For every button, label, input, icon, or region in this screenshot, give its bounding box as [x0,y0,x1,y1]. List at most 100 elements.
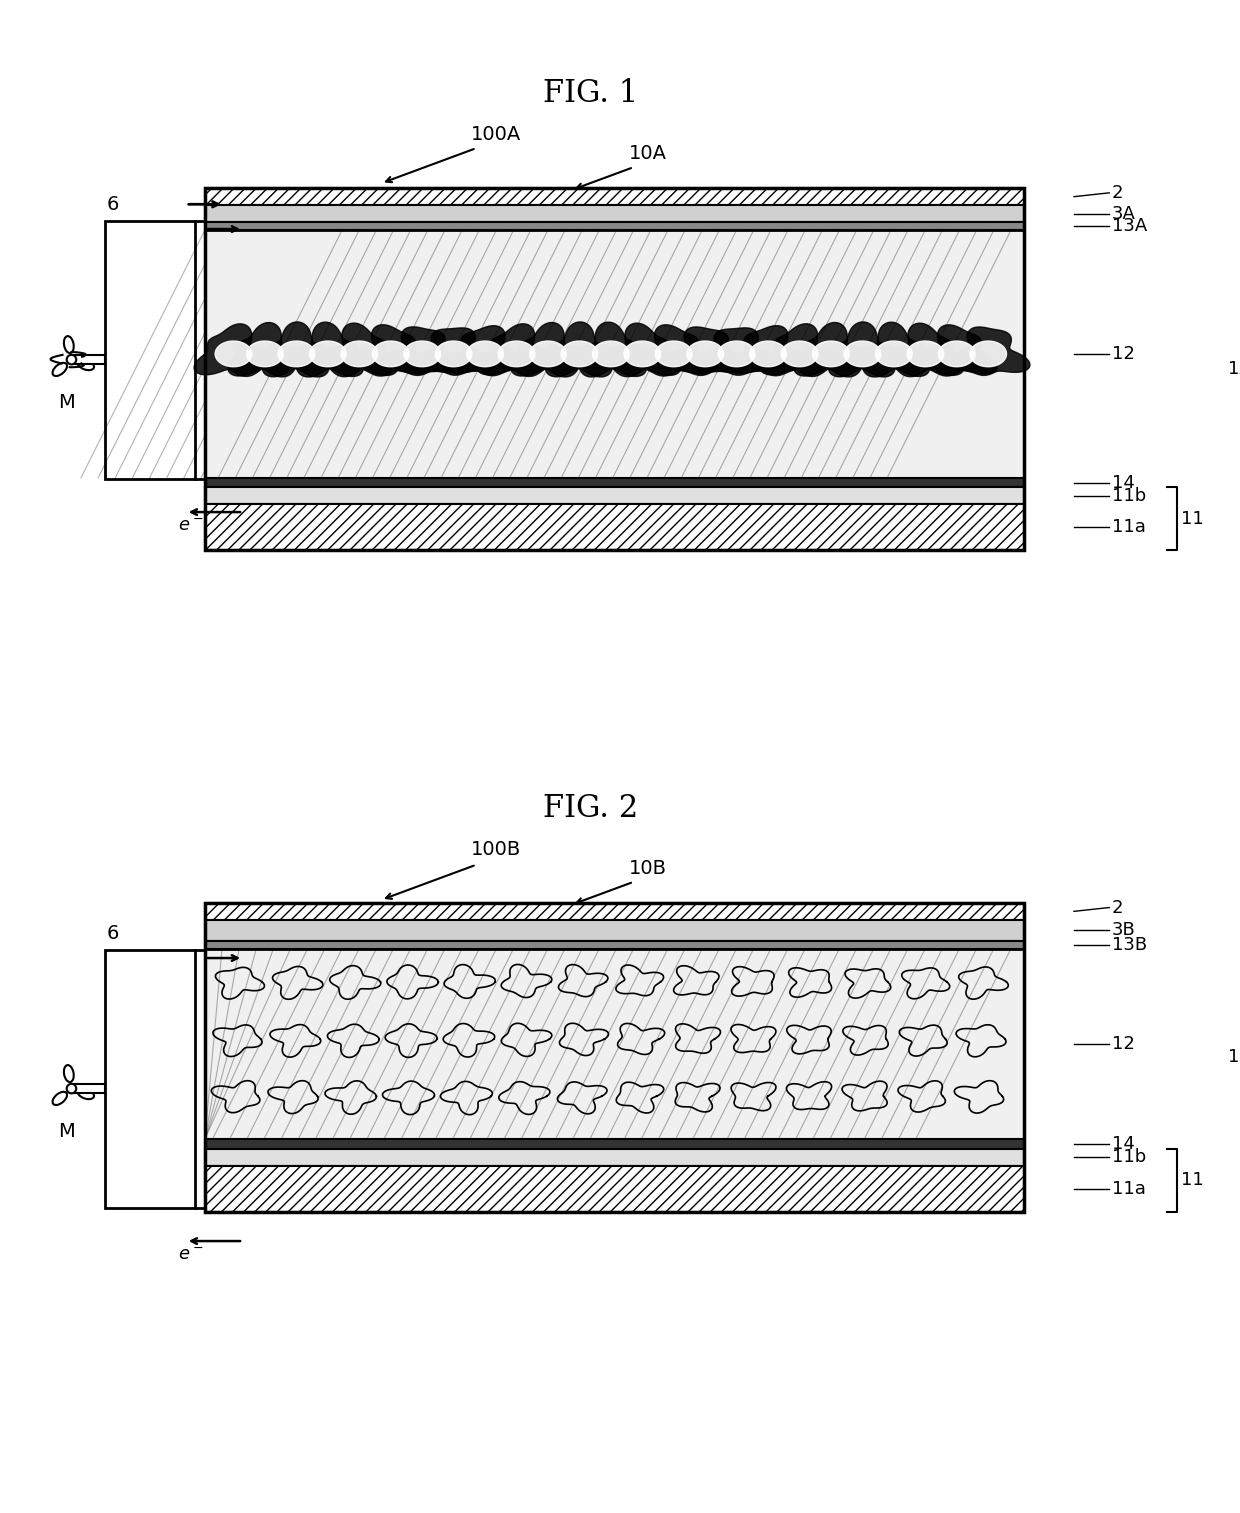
Ellipse shape [78,360,94,371]
Polygon shape [546,322,614,377]
Polygon shape [444,325,526,375]
Text: 1A: 1A [1229,360,1240,378]
Polygon shape [687,340,723,366]
Text: 11b: 11b [1112,487,1146,505]
Polygon shape [228,322,303,377]
Polygon shape [193,324,273,377]
Polygon shape [656,340,692,366]
Polygon shape [939,340,975,366]
Polygon shape [498,340,534,366]
Bar [72,1083,105,1094]
Text: 10A: 10A [629,145,667,163]
Text: 3B: 3B [1112,921,1136,940]
Polygon shape [781,340,818,366]
Polygon shape [887,324,963,377]
Bar [205,1139,1024,1148]
Polygon shape [310,340,346,366]
Polygon shape [321,324,398,377]
Ellipse shape [64,336,73,353]
Polygon shape [529,340,567,366]
Polygon shape [404,340,440,366]
Bar [205,188,1024,206]
Polygon shape [511,322,585,377]
Text: 11a: 11a [1112,519,1146,536]
Text: 12: 12 [1112,345,1135,363]
Text: M: M [58,1123,76,1141]
Text: $e^-$: $e^-$ [177,517,203,536]
Polygon shape [293,322,363,377]
Text: 6: 6 [107,195,119,213]
Circle shape [67,1083,76,1094]
Polygon shape [694,328,779,375]
Bar [205,941,1024,949]
Bar [205,504,1024,551]
Polygon shape [624,340,661,366]
Polygon shape [604,324,681,377]
Bar [72,356,105,365]
Polygon shape [946,327,1030,375]
Text: 13A: 13A [1112,218,1147,235]
Ellipse shape [78,1088,94,1098]
Bar [205,949,1024,1139]
Ellipse shape [64,1065,73,1082]
Polygon shape [812,340,849,366]
Text: 100A: 100A [470,126,521,144]
Text: 3A: 3A [1112,204,1136,222]
Bar [105,950,196,1207]
Circle shape [67,356,76,365]
Text: 1B: 1B [1229,1049,1240,1067]
Polygon shape [215,340,252,366]
Polygon shape [350,325,432,377]
Text: 14: 14 [1112,474,1135,492]
Polygon shape [466,340,503,366]
Bar [205,188,1024,551]
Bar [205,478,1024,487]
Bar [205,1148,1024,1167]
Ellipse shape [52,1092,67,1104]
Text: M: M [58,393,76,412]
Text: 11: 11 [1180,1171,1203,1189]
Polygon shape [247,340,283,366]
Text: 12: 12 [1112,1035,1135,1053]
Polygon shape [760,324,839,377]
Text: 14: 14 [1112,1135,1135,1153]
Polygon shape [750,340,786,366]
Polygon shape [412,328,496,375]
Bar [205,920,1024,941]
Polygon shape [593,340,629,366]
Polygon shape [858,322,930,377]
Bar [205,903,1024,1212]
Polygon shape [560,340,598,366]
Polygon shape [634,325,714,377]
Text: 2: 2 [1112,185,1123,201]
Polygon shape [372,340,409,366]
Text: 2: 2 [1112,899,1123,917]
Polygon shape [795,322,868,377]
Polygon shape [477,324,556,377]
Bar [205,487,1024,504]
Polygon shape [278,340,315,366]
Polygon shape [575,322,646,377]
Polygon shape [263,322,331,377]
Bar [205,206,1024,222]
Polygon shape [970,340,1007,366]
Bar [205,903,1024,920]
Text: FIG. 1: FIG. 1 [543,79,639,109]
Polygon shape [727,325,810,375]
Polygon shape [381,327,464,375]
Text: 11a: 11a [1112,1180,1146,1198]
Text: 11b: 11b [1112,1148,1146,1167]
Polygon shape [916,325,997,377]
Bar [205,1167,1024,1212]
Polygon shape [663,327,746,375]
Text: FIG. 2: FIG. 2 [543,793,639,825]
Text: $e^-$: $e^-$ [177,1247,203,1265]
Polygon shape [875,340,913,366]
Text: 6: 6 [107,924,119,943]
Text: 13B: 13B [1112,935,1147,953]
Bar [105,221,196,478]
Bar [205,222,1024,230]
Text: 10B: 10B [629,859,667,878]
Polygon shape [435,340,472,366]
Polygon shape [906,340,944,366]
